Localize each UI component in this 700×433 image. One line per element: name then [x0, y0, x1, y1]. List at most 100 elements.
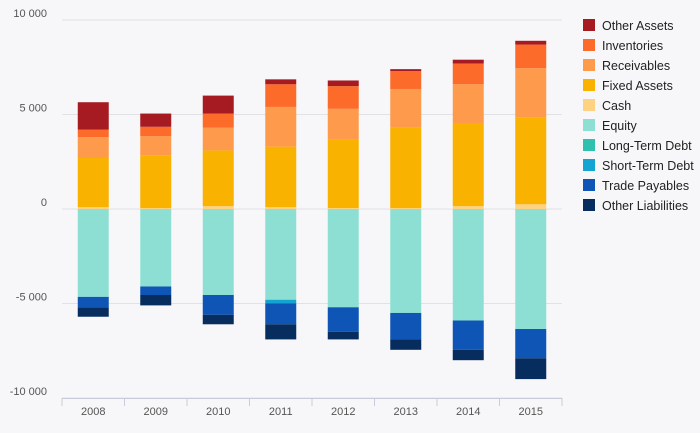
bar-segment-cash[interactable]	[265, 207, 297, 209]
x-tick-label: 2012	[331, 406, 355, 418]
y-tick-label: 5 000	[19, 103, 47, 115]
bar-segment-fixed-assets[interactable]	[202, 150, 234, 207]
bar-segment-cash[interactable]	[515, 204, 547, 209]
bar-segment-receivables[interactable]	[202, 127, 234, 151]
bar-segment-other-assets[interactable]	[390, 69, 422, 72]
bar-segment-equity[interactable]	[265, 209, 297, 300]
legend-swatch	[583, 179, 595, 191]
bar-segment-other-assets[interactable]	[140, 113, 172, 127]
legend-swatch	[583, 39, 595, 51]
bar-segment-inventories[interactable]	[265, 84, 297, 107]
bar-segment-receivables[interactable]	[140, 136, 172, 156]
bar-segment-cash[interactable]	[140, 208, 172, 209]
legend-swatch	[583, 59, 595, 71]
bar-segment-trade-payables[interactable]	[452, 320, 484, 350]
y-tick-labels: 10 000 5 000 0 -5 000 -10 000	[10, 8, 47, 398]
grid-lines	[62, 19, 562, 399]
legend-label: Trade Payables	[602, 179, 689, 193]
bar-segment-inventories[interactable]	[140, 126, 172, 137]
bar-segment-inventories[interactable]	[77, 129, 109, 138]
legend-label: Other Liabilities	[602, 199, 688, 213]
bar-segment-inventories[interactable]	[390, 71, 422, 89]
bar-segment-cash[interactable]	[327, 208, 359, 209]
bar-segment-receivables[interactable]	[265, 106, 297, 147]
bar-segment-other-liabilities[interactable]	[327, 331, 359, 340]
bar-segment-other-liabilities[interactable]	[140, 294, 172, 306]
y-tick-label: -10 000	[10, 386, 47, 398]
legend-label: Short-Term Debt	[602, 159, 694, 173]
bar-segment-short-term-debt[interactable]	[265, 299, 297, 304]
legend-item[interactable]: Other Liabilities	[583, 199, 688, 213]
bar-segment-fixed-assets[interactable]	[140, 155, 172, 209]
legend-item[interactable]: Receivables	[583, 59, 670, 73]
bar-segment-trade-payables[interactable]	[140, 286, 172, 295]
bar-segment-other-assets[interactable]	[452, 59, 484, 64]
bar-segment-fixed-assets[interactable]	[77, 157, 109, 208]
legend-item[interactable]: Trade Payables	[583, 179, 689, 193]
legend-label: Fixed Assets	[602, 79, 673, 93]
bar-segment-fixed-assets[interactable]	[515, 117, 547, 205]
legend-item[interactable]: Fixed Assets	[583, 79, 673, 93]
bar-segment-other-assets[interactable]	[327, 80, 359, 87]
bar-segment-other-liabilities[interactable]	[452, 349, 484, 361]
legend-item[interactable]: Equity	[583, 119, 637, 133]
bar-segment-other-liabilities[interactable]	[265, 324, 297, 340]
bar-segment-trade-payables[interactable]	[265, 303, 297, 325]
bar-segment-inventories[interactable]	[452, 63, 484, 85]
legend-item[interactable]: Inventories	[583, 39, 663, 53]
legend-swatch	[583, 139, 595, 151]
legend-item[interactable]: Short-Term Debt	[583, 159, 694, 173]
x-tick-label: 2011	[269, 406, 293, 418]
legend-label: Receivables	[602, 59, 670, 73]
bar-segment-equity[interactable]	[140, 209, 172, 287]
bar-segment-inventories[interactable]	[515, 44, 547, 69]
bar-segment-trade-payables[interactable]	[327, 307, 359, 332]
bar-segment-equity[interactable]	[515, 209, 547, 330]
bar-segment-trade-payables[interactable]	[77, 296, 109, 308]
bars	[77, 40, 547, 380]
bar-segment-inventories[interactable]	[202, 113, 234, 128]
bar-segment-other-assets[interactable]	[515, 40, 547, 45]
bar-segment-trade-payables[interactable]	[202, 294, 234, 315]
bar-segment-trade-payables[interactable]	[390, 312, 422, 340]
bar-segment-fixed-assets[interactable]	[327, 139, 359, 209]
y-tick-label: -5 000	[16, 292, 47, 304]
bar-segment-equity[interactable]	[327, 209, 359, 308]
bar-segment-receivables[interactable]	[327, 108, 359, 140]
bar-segment-inventories[interactable]	[327, 86, 359, 109]
x-tick-label: 2015	[519, 406, 543, 418]
bar-segment-fixed-assets[interactable]	[452, 123, 484, 207]
bar-segment-equity[interactable]	[202, 209, 234, 295]
bar-segment-receivables[interactable]	[390, 88, 422, 128]
bar-segment-other-assets[interactable]	[265, 79, 297, 85]
legend-item[interactable]: Cash	[583, 99, 631, 113]
bar-segment-other-liabilities[interactable]	[202, 314, 234, 325]
bar-segment-receivables[interactable]	[77, 137, 109, 158]
bar-segment-fixed-assets[interactable]	[265, 146, 297, 208]
bar-segment-receivables[interactable]	[452, 84, 484, 124]
bar-segment-other-liabilities[interactable]	[515, 358, 547, 380]
bar-segment-equity[interactable]	[77, 209, 109, 297]
legend-label: Other Assets	[602, 19, 674, 33]
y-tick-label: 0	[41, 197, 47, 209]
bar-segment-fixed-assets[interactable]	[390, 127, 422, 209]
bar-segment-other-liabilities[interactable]	[77, 307, 109, 317]
bar-segment-other-assets[interactable]	[77, 102, 109, 130]
legend-swatch	[583, 99, 595, 111]
legend-item[interactable]: Other Assets	[583, 19, 674, 33]
legend-item[interactable]: Long-Term Debt	[583, 139, 692, 153]
legend-swatch	[583, 159, 595, 171]
bar-segment-other-assets[interactable]	[202, 95, 234, 114]
bar-segment-equity[interactable]	[452, 209, 484, 321]
bar-segment-receivables[interactable]	[515, 68, 547, 118]
bar-segment-equity[interactable]	[390, 209, 422, 313]
bar-segment-trade-payables[interactable]	[515, 329, 547, 359]
bar-segment-cash[interactable]	[390, 208, 422, 209]
bar-segment-cash[interactable]	[202, 206, 234, 209]
bar-segment-cash[interactable]	[452, 206, 484, 209]
legend-label: Cash	[602, 99, 631, 113]
x-tick-label: 2014	[456, 406, 480, 418]
bar-segment-other-liabilities[interactable]	[390, 339, 422, 350]
bar-segment-cash[interactable]	[77, 207, 109, 209]
x-tick-label: 2013	[394, 406, 418, 418]
